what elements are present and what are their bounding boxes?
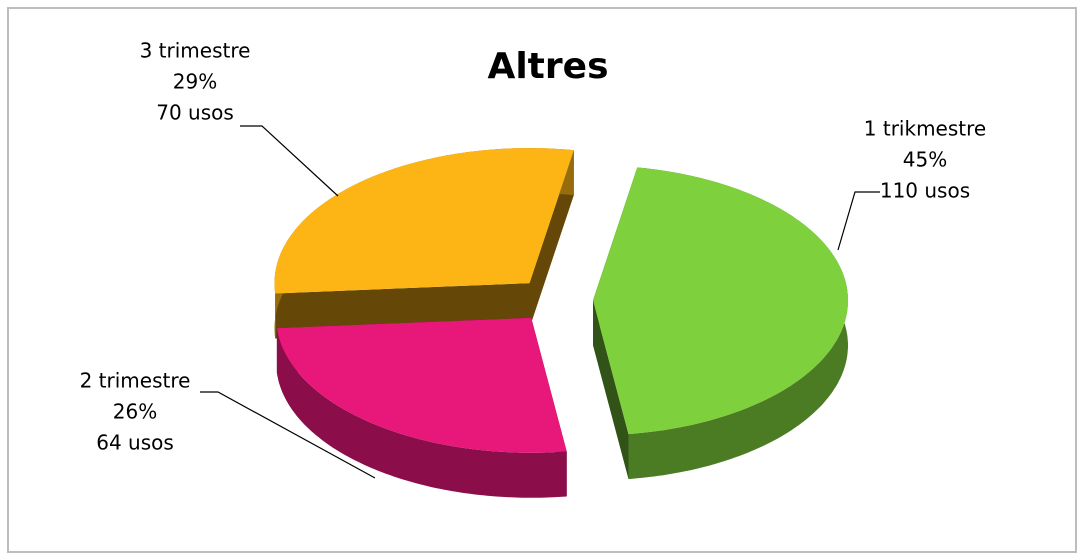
- leader-line: [837, 191, 880, 251]
- data-label-percent: 45%: [903, 148, 947, 172]
- leader-line: [240, 125, 339, 197]
- slice: [274, 148, 574, 294]
- data-label-count: 64 usos: [96, 431, 174, 455]
- leader-line: [200, 391, 376, 479]
- slice-wall: [529, 150, 574, 329]
- data-label-count: 110 usos: [880, 179, 970, 203]
- labels: 1 trikmestre 45% 110 usos 2 trimestre 26% 64 …: [80, 39, 986, 479]
- slice-wall: [593, 300, 629, 480]
- data-label-percent: 26%: [113, 400, 157, 424]
- data-label-percent: 29%: [173, 70, 217, 94]
- data-label-name: 3 trimestre: [140, 39, 251, 63]
- data-label-name: 2 trimestre: [80, 369, 191, 393]
- chart-title: Altres: [487, 46, 608, 87]
- slice-side: [276, 328, 567, 498]
- data-label-count: 70 usos: [156, 101, 234, 125]
- slice: [593, 167, 848, 435]
- slice: [276, 317, 567, 453]
- pie: [274, 148, 848, 498]
- data-label-name: 1 trikmestre: [864, 117, 986, 141]
